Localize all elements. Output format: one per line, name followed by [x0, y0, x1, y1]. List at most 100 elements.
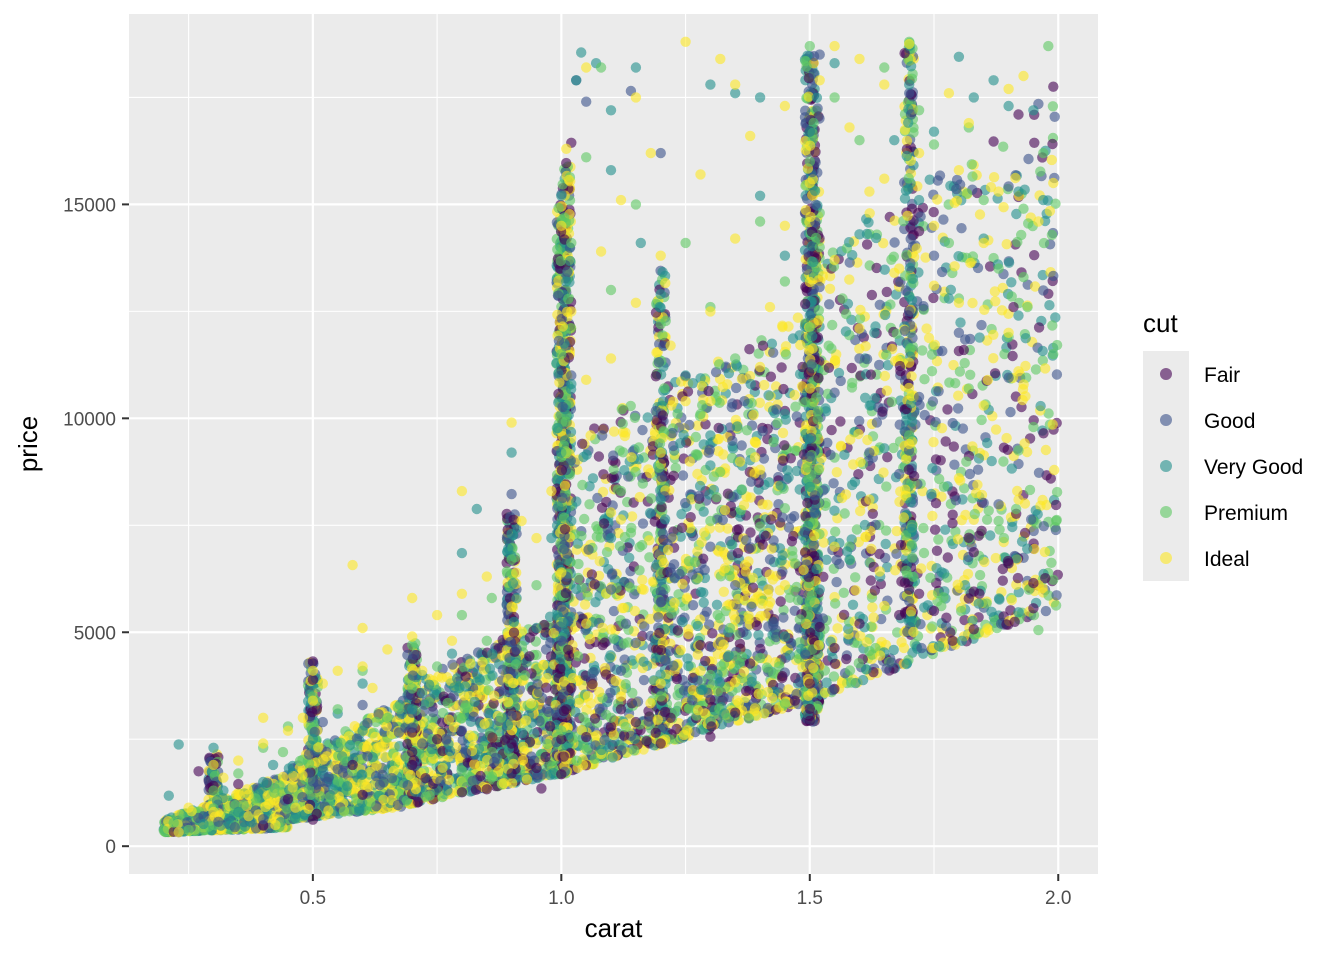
data-point-good — [778, 612, 789, 623]
data-point-very-good — [1037, 269, 1049, 281]
data-point-premium — [579, 513, 590, 525]
data-point-fair — [948, 441, 959, 452]
data-point-premium — [959, 483, 970, 494]
data-point-very-good — [927, 463, 938, 474]
data-point-premium — [618, 638, 629, 649]
data-point-premium — [790, 401, 801, 412]
data-point-fair — [959, 614, 970, 626]
data-point-fair — [593, 451, 605, 462]
data-point-fair — [668, 470, 679, 481]
data-point-ideal — [852, 257, 863, 268]
data-point-good — [951, 183, 962, 195]
data-point-ideal — [928, 436, 939, 448]
data-point-premium — [1051, 486, 1063, 498]
data-point-premium — [670, 462, 681, 474]
data-point-ideal — [824, 271, 836, 282]
data-point-fair — [1019, 527, 1031, 539]
data-point-ideal — [1021, 446, 1033, 458]
data-point-very-good — [833, 367, 845, 379]
data-point-fair — [744, 344, 755, 355]
data-point-ideal — [862, 434, 873, 446]
data-point-fair — [935, 455, 946, 466]
data-point-ideal — [889, 215, 900, 226]
data-point-ideal — [864, 208, 875, 219]
data-point-good — [1033, 467, 1045, 478]
data-point-very-good — [624, 552, 635, 563]
data-point-very-good — [890, 289, 902, 300]
data-point-ideal — [879, 370, 891, 382]
data-point-premium — [1037, 355, 1049, 366]
data-point-fair — [882, 452, 893, 463]
data-point-fair — [606, 472, 617, 484]
data-point-fair — [488, 698, 499, 709]
data-point-very-good — [860, 392, 871, 403]
data-point-ideal — [634, 491, 645, 503]
data-point-premium — [830, 526, 841, 537]
data-point-good — [1040, 605, 1052, 617]
data-point-premium — [888, 442, 899, 454]
data-point-ideal — [891, 525, 902, 537]
data-point-good — [831, 576, 842, 588]
data-point-fair — [865, 575, 876, 586]
data-point-very-good — [687, 378, 699, 389]
data-point-ideal — [890, 565, 901, 576]
data-point-premium — [850, 572, 861, 583]
data-point-ideal — [443, 774, 455, 785]
data-point-ideal — [692, 468, 703, 480]
data-point-good — [937, 345, 948, 357]
data-point-fair — [928, 206, 939, 218]
data-point-premium — [976, 414, 987, 426]
data-point-ideal — [647, 576, 659, 587]
data-point-good — [940, 621, 952, 632]
data-point-premium — [1043, 590, 1054, 601]
data-point-premium — [934, 473, 945, 485]
data-point-very-good — [529, 728, 540, 739]
data-point-good — [949, 459, 960, 470]
data-point-fair — [700, 419, 711, 430]
data-point-premium — [950, 526, 961, 537]
data-point-fair — [818, 571, 829, 582]
data-point-ideal — [824, 283, 836, 294]
data-point-premium — [925, 572, 936, 583]
data-point-fair — [1050, 499, 1062, 511]
data-point-good — [831, 554, 842, 566]
data-point-fair — [942, 404, 953, 415]
data-point-premium — [994, 524, 1005, 535]
data-point-ideal — [1006, 594, 1017, 606]
data-point-premium — [974, 569, 986, 581]
data-point-fair — [757, 539, 768, 550]
data-point-very-good — [880, 309, 891, 321]
data-point-very-good — [985, 530, 996, 541]
data-point-very-good — [982, 437, 993, 449]
data-point-ideal — [879, 600, 890, 612]
data-point-ideal — [960, 509, 971, 521]
data-point-ideal — [1010, 172, 1021, 184]
data-point-premium — [619, 531, 631, 543]
data-point-premium — [1030, 364, 1042, 375]
data-point-ideal — [684, 523, 696, 534]
data-point-ideal — [608, 426, 620, 437]
data-point-fair — [826, 424, 837, 436]
data-point-premium — [844, 665, 856, 676]
data-point-fair — [984, 261, 996, 272]
data-point-premium — [784, 592, 796, 603]
data-point-very-good — [587, 473, 599, 484]
data-point-fair — [940, 436, 951, 447]
data-point-good — [854, 415, 865, 427]
data-point-very-good — [924, 174, 935, 185]
data-point-premium — [727, 452, 738, 464]
data-point-good — [1023, 153, 1034, 165]
data-point-premium — [741, 425, 753, 436]
data-point-good — [947, 417, 958, 429]
data-point-very-good — [847, 599, 859, 610]
data-point-good — [960, 334, 971, 345]
data-point-ideal — [867, 602, 878, 613]
data-point-premium — [966, 159, 977, 170]
data-point-fair — [1038, 428, 1049, 439]
data-point-ideal — [898, 642, 910, 654]
data-point-premium — [1006, 291, 1017, 302]
data-point-premium — [1047, 101, 1059, 112]
data-point-fair — [846, 362, 857, 374]
data-point-ideal — [901, 135, 913, 147]
